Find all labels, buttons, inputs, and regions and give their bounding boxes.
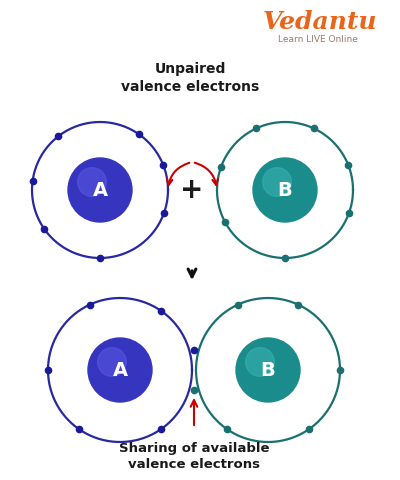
Text: B: B <box>261 360 275 380</box>
Circle shape <box>263 168 291 196</box>
Text: Sharing of available
valence electrons: Sharing of available valence electrons <box>119 442 269 471</box>
Text: A: A <box>92 180 108 200</box>
Circle shape <box>68 158 132 222</box>
Text: Learn LIVE Online: Learn LIVE Online <box>278 36 358 45</box>
Circle shape <box>98 348 126 376</box>
Circle shape <box>253 158 317 222</box>
Circle shape <box>78 168 106 196</box>
Circle shape <box>246 348 274 376</box>
Text: Vedantu: Vedantu <box>263 10 377 34</box>
Text: +: + <box>180 176 204 204</box>
Text: B: B <box>278 180 292 200</box>
Text: A: A <box>112 360 128 380</box>
Circle shape <box>236 338 300 402</box>
Circle shape <box>88 338 152 402</box>
Text: Unpaired
valence electrons: Unpaired valence electrons <box>121 62 259 94</box>
